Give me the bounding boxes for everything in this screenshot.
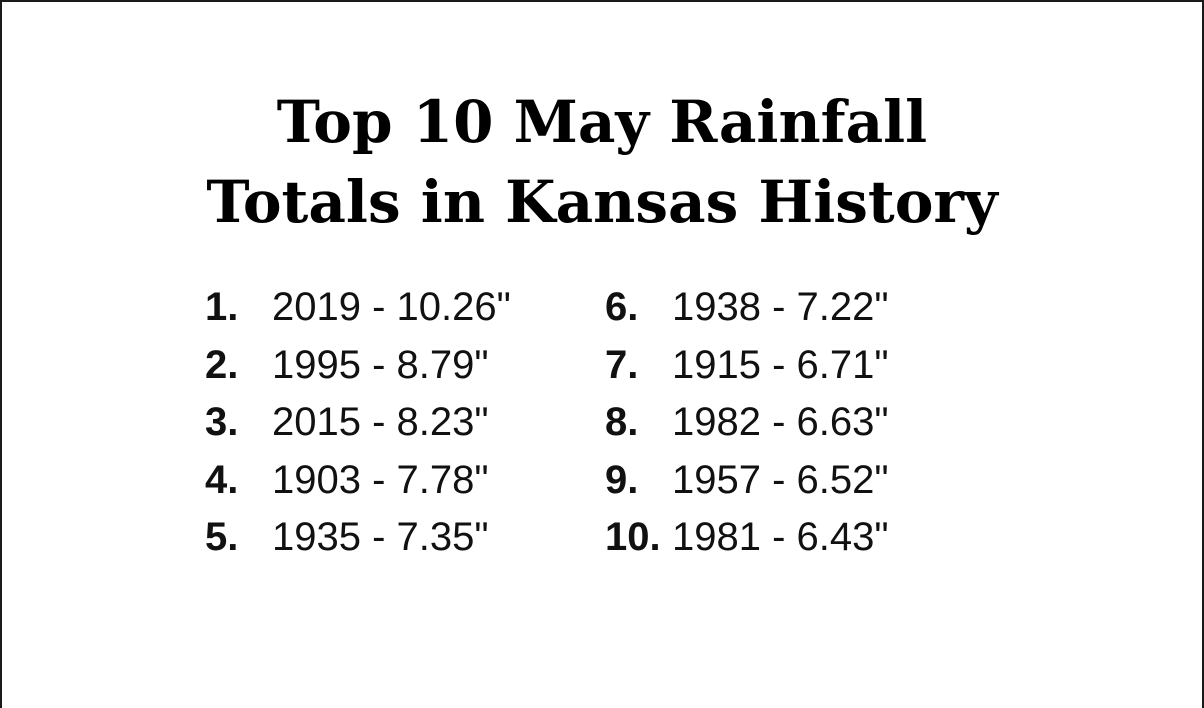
year-rainfall-value: 1995 - 8.79"	[272, 342, 489, 387]
rank-number: 8.	[605, 400, 639, 444]
rank-number: 4.	[205, 457, 239, 502]
rank-number: 9.	[605, 457, 639, 502]
year-rainfall-value: 1981 - 6.43"	[672, 515, 889, 559]
rank-number: 10.	[605, 515, 661, 559]
year-rainfall-value: 1938 - 7.22"	[672, 285, 889, 329]
rank-number: 7.	[605, 342, 639, 387]
year-rainfall-value: 2015 - 8.23"	[272, 400, 489, 444]
year-rainfall-value: 1957 - 6.52"	[672, 457, 889, 502]
rank-number: 2.	[205, 342, 239, 387]
year-rainfall-value: 1915 - 6.71"	[672, 342, 889, 387]
rank-number: 3.	[205, 400, 239, 444]
year-rainfall-value: 1982 - 6.63"	[672, 400, 889, 444]
rank-number: 5.	[205, 515, 239, 559]
year-rainfall-value: 1903 - 7.78"	[272, 457, 489, 502]
year-rainfall-value: 2019 - 10.26"	[272, 285, 511, 329]
title-line-2: Totals in Kansas History	[206, 168, 998, 236]
rank-number: 1.	[205, 285, 239, 329]
year-rainfall-value: 1935 - 7.35"	[272, 515, 489, 559]
rank-number: 6.	[605, 285, 639, 329]
title-line-1: Top 10 May Rainfall	[276, 88, 928, 156]
